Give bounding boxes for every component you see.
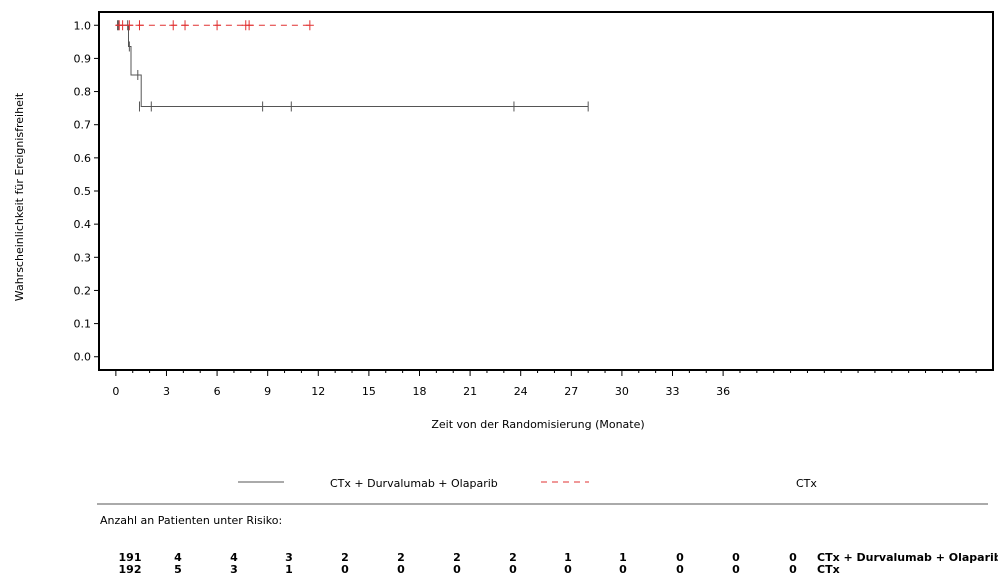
risk-value: 2	[453, 551, 461, 564]
risk-value: 0	[397, 563, 405, 576]
risk-value: 0	[564, 563, 572, 576]
y-tick-label: 1.0	[74, 19, 92, 32]
risk-value: 191	[119, 551, 142, 564]
series-layer	[115, 20, 589, 112]
y-tick-label: 0.8	[74, 86, 92, 99]
x-tick-label: 30	[615, 385, 629, 398]
y-tick-label: 0.5	[74, 185, 92, 198]
risk-value: 0	[509, 563, 517, 576]
risk-value: 1	[619, 551, 627, 564]
risk-value: 3	[230, 563, 238, 576]
series-line-0	[115, 24, 589, 107]
x-tick-label: 27	[564, 385, 578, 398]
legend-label: CTx + Durvalumab + Olaparib	[330, 477, 498, 490]
risk-row-label: CTx + Durvalumab + Olaparib	[817, 551, 998, 564]
x-tick-label: 9	[264, 385, 271, 398]
risk-value: 3	[285, 551, 293, 564]
risk-value: 0	[789, 551, 797, 564]
risk-table-header: Anzahl an Patienten unter Risiko:	[100, 514, 282, 527]
legend: CTx + Durvalumab + Olaparib CTx	[238, 477, 817, 490]
risk-value: 0	[789, 563, 797, 576]
risk-value: 0	[453, 563, 461, 576]
y-tick-label: 0.0	[74, 351, 92, 364]
risk-value: 2	[509, 551, 517, 564]
y-tick-label: 0.3	[74, 251, 92, 264]
x-tick-label: 18	[412, 385, 426, 398]
plot-frame	[98, 11, 994, 371]
risk-value: 0	[732, 563, 740, 576]
y-axis-title: Wahrscheinlichkeit für Ereignisfreiheit	[13, 92, 26, 301]
risk-value: 0	[676, 551, 684, 564]
x-tick-label: 6	[214, 385, 221, 398]
risk-value: 1	[564, 551, 572, 564]
y-tick-label: 0.7	[74, 119, 92, 132]
axes-layer: 0.00.10.20.30.40.50.60.70.80.91.00 3 6 9 12 1…	[74, 11, 994, 398]
y-tick-label: 0.2	[74, 284, 92, 297]
x-tick-label: 36	[716, 385, 730, 398]
risk-value: 2	[341, 551, 349, 564]
x-tick-label: 0	[112, 385, 119, 398]
y-tick-label: 0.1	[74, 318, 92, 331]
risk-value: 192	[119, 563, 142, 576]
risk-value: 2	[397, 551, 405, 564]
legend-label: CTx	[796, 477, 817, 490]
x-tick-label: 33	[666, 385, 680, 398]
x-tick-label: 21	[463, 385, 477, 398]
risk-value: 1	[285, 563, 293, 576]
risk-value: 0	[619, 563, 627, 576]
x-tick-label: 24	[514, 385, 528, 398]
risk-value: 0	[341, 563, 349, 576]
y-tick-label: 0.9	[74, 52, 92, 65]
x-tick-label: 12	[311, 385, 325, 398]
y-tick-label: 0.4	[74, 218, 92, 231]
x-tick-label: 3	[163, 385, 170, 398]
risk-value: 4	[174, 551, 182, 564]
x-axis-title: Zeit von der Randomisierung (Monate)	[431, 418, 644, 431]
risk-row-label: CTx	[817, 563, 840, 576]
risk-value: 0	[676, 563, 684, 576]
risk-value: 0	[732, 551, 740, 564]
risk-value: 4	[230, 551, 238, 564]
y-tick-label: 0.6	[74, 152, 92, 165]
x-tick-label: 15	[362, 385, 376, 398]
risk-table: 191 4 4 3 2 2 2 2 1 1 0 0 0 CTx + Durvalumab + Olapar…	[119, 551, 998, 576]
risk-value: 5	[174, 563, 182, 576]
